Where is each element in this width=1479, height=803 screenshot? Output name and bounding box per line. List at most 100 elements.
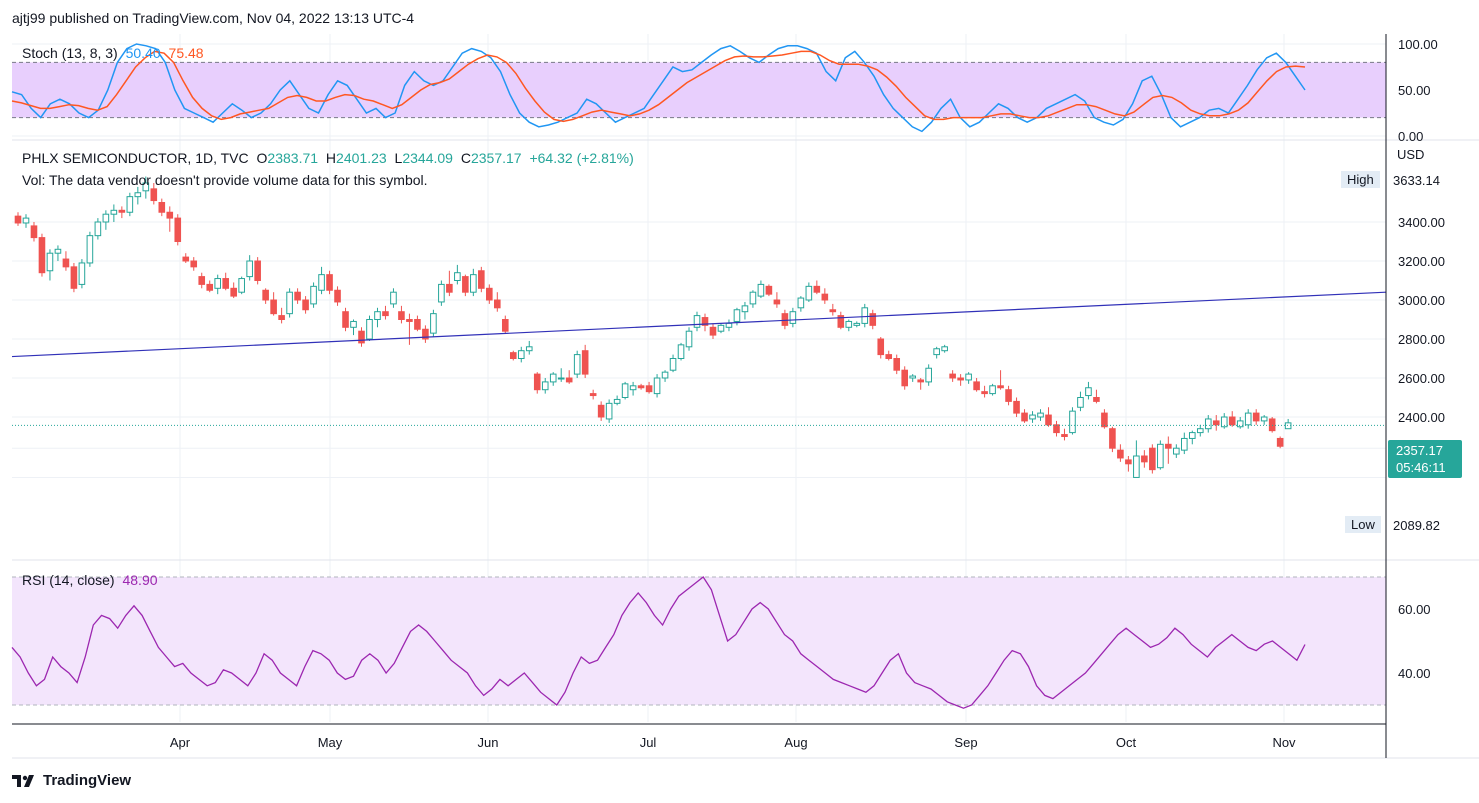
candle <box>557 368 565 382</box>
candle-body <box>773 299 781 305</box>
candle <box>797 296 805 312</box>
candle-body <box>14 215 22 224</box>
date-tick: Jun <box>478 735 499 750</box>
candle-body <box>1212 420 1220 426</box>
low-label-box: Low <box>1345 516 1381 533</box>
candle-body <box>1149 447 1156 471</box>
candle <box>222 272 229 291</box>
candle <box>813 280 821 295</box>
candle <box>126 192 134 217</box>
candle-body <box>1109 428 1116 449</box>
time-axis[interactable]: Apr May Jun Jul Aug Sep Oct Nov <box>170 735 1296 750</box>
candle-body <box>422 328 429 340</box>
candle-body <box>581 350 589 375</box>
candle-body <box>1061 434 1068 437</box>
candle-body <box>517 350 525 360</box>
date-tick: Apr <box>170 735 191 750</box>
candle-body <box>190 260 198 268</box>
candle <box>685 327 693 351</box>
tradingview-icon <box>12 774 34 787</box>
candle-body <box>406 319 413 322</box>
candle-body <box>1053 424 1060 434</box>
candle <box>549 372 557 386</box>
candle <box>78 259 86 289</box>
candle-body <box>1085 387 1092 397</box>
candle <box>1133 440 1140 478</box>
candle <box>1141 450 1148 468</box>
candle-body <box>462 276 469 293</box>
candle-body <box>110 209 118 215</box>
candle-body <box>509 352 517 359</box>
candle <box>781 309 789 330</box>
candle <box>1037 409 1044 421</box>
candle <box>142 176 150 199</box>
candle-body <box>941 346 948 352</box>
candle <box>1045 407 1052 427</box>
candle <box>334 286 341 306</box>
rsi-band <box>12 577 1386 705</box>
candle <box>1125 456 1132 472</box>
candle-body <box>62 258 70 268</box>
trendline[interactable] <box>11 291 1387 358</box>
candle <box>1228 411 1236 427</box>
candle-body <box>829 309 837 313</box>
low-label: L <box>394 150 403 166</box>
price-axis[interactable]: 100.00 50.00 0.00 3400.00 3200.00 3000.00 2800… <box>1398 37 1445 681</box>
candle-body <box>1037 412 1044 418</box>
candle <box>1093 389 1100 404</box>
candle-body <box>126 196 134 213</box>
candle-body <box>749 291 757 305</box>
candle <box>629 381 637 396</box>
tradingview-logo[interactable]: TradingView <box>12 772 131 789</box>
candle <box>709 323 717 339</box>
candle <box>1005 385 1012 406</box>
candle <box>765 284 773 297</box>
symbol-title: PHLX SEMICONDUCTOR, 1D, TVC <box>22 150 249 166</box>
candle <box>693 311 701 332</box>
candle <box>1252 409 1260 425</box>
candle-body <box>685 330 693 348</box>
candle-body <box>342 311 349 328</box>
rsi-line <box>11 576 1306 709</box>
open-value: 2383.71 <box>267 150 319 166</box>
candle-body <box>1196 428 1204 434</box>
candle-body <box>478 270 485 289</box>
date-tick: Nov <box>1272 735 1296 750</box>
candle-body <box>821 293 829 301</box>
stoch-legend[interactable]: Stoch (13, 8, 3) 50.40 75.48 <box>22 45 208 61</box>
candle-body <box>1252 412 1260 422</box>
candle-body <box>102 213 110 223</box>
candle-body <box>549 373 557 383</box>
candle <box>398 305 405 324</box>
last-price-badge: 2357.17 05:46:11 <box>1388 440 1462 478</box>
candle-body <box>286 291 293 315</box>
candle <box>422 325 429 343</box>
candle <box>1077 391 1084 412</box>
candle <box>1157 440 1164 470</box>
candle-body <box>1157 443 1164 469</box>
candle <box>1188 430 1196 445</box>
rsi-label: RSI (14, close) <box>22 572 115 588</box>
candle-body <box>374 311 381 321</box>
candle <box>238 276 245 295</box>
candle-body <box>1236 420 1244 428</box>
candle-body <box>1228 416 1236 426</box>
date-tick: May <box>318 735 343 750</box>
low-value-legend: 2344.09 <box>402 150 453 166</box>
candle <box>1173 444 1180 458</box>
candle <box>294 288 301 304</box>
candle <box>669 354 677 373</box>
candle-body <box>1021 412 1028 422</box>
candle <box>573 350 581 378</box>
rsi-legend[interactable]: RSI (14, close) 48.90 <box>22 572 162 588</box>
candle-body <box>853 322 861 326</box>
currency-label: USD <box>1397 147 1425 162</box>
candle <box>517 346 525 363</box>
candle-body <box>262 289 269 301</box>
symbol-legend[interactable]: PHLX SEMICONDUCTOR, 1D, TVC O2383.71 H24… <box>22 150 638 166</box>
candle <box>22 214 30 228</box>
candle-body <box>22 217 30 224</box>
candle-body <box>565 377 573 383</box>
candle <box>478 266 485 293</box>
